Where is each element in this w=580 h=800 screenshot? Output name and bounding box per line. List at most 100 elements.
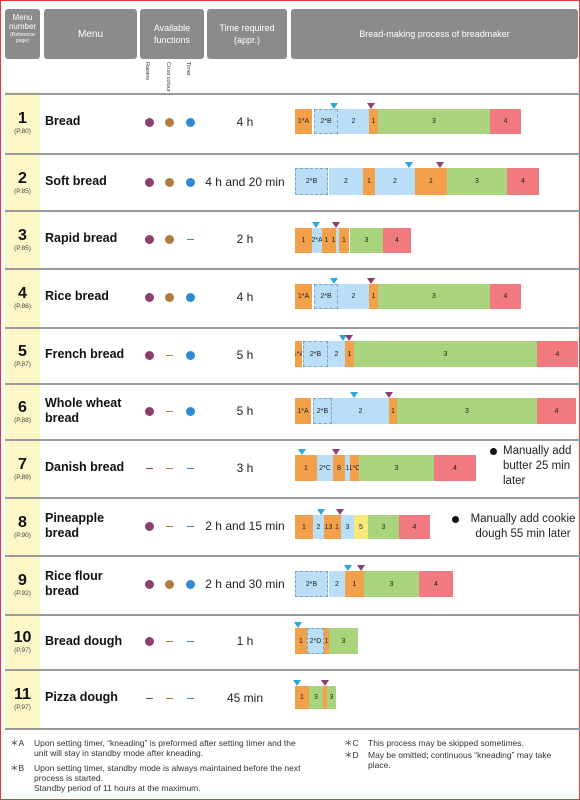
process-segment: 3 <box>327 686 336 709</box>
process-segment: 4 <box>383 228 411 253</box>
process-segment: 2 <box>338 109 369 134</box>
function-timer-dot <box>186 350 195 360</box>
footnote-d: ＊D May be omitted; continuous “kneading”… <box>344 750 569 770</box>
process-segment: 1*A <box>295 109 312 134</box>
process-segment <box>323 686 327 709</box>
time-required: 1 h <box>236 634 254 648</box>
function-raisins-dot <box>145 350 154 360</box>
reference-page: (P.87) <box>14 360 31 368</box>
process-segment: 1 <box>322 228 331 253</box>
process-segment: 1*A <box>295 341 302 367</box>
bullet-icon <box>452 516 459 523</box>
add-ingredient-marker-icon <box>345 335 353 341</box>
footnote-c: ＊C This process may be skipped sometimes… <box>344 738 569 748</box>
function-timer-dot <box>186 292 195 302</box>
function-raisins-dot <box>145 234 154 244</box>
menu-number-column <box>5 92 40 728</box>
row-divider <box>5 93 580 95</box>
function-unavailable <box>166 354 173 356</box>
start-marker-icon <box>405 162 413 168</box>
menu-row: 2 (P.85) Soft bread 4 h and 20 min 2 *B 2 1 2 1 3 4 <box>0 153 580 212</box>
reference-page: (P.89) <box>14 473 31 481</box>
function-unavailable <box>187 467 194 469</box>
process-segment: 3 <box>378 284 490 309</box>
menu-row: 3 (P.85) Rapid bread 2 h 1 2 *A 1 1 1 3 4 <box>0 210 580 269</box>
add-ingredient-marker-icon <box>357 565 365 571</box>
manual-note-text: Manually add cookie dough 55 min later <box>470 513 576 540</box>
process-segment: 4 <box>537 341 578 367</box>
process-segment: 1 <box>331 228 336 253</box>
footnote-a-key: ＊A <box>10 738 25 748</box>
menu-number: 9 <box>18 571 27 589</box>
process-segment: 3 <box>359 455 434 481</box>
process-segment: 3 <box>329 628 358 654</box>
footnote-a-text: Upon setting timer, “kneading” is prefor… <box>34 738 296 758</box>
process-segment: 4 <box>419 571 453 597</box>
process-segment: 1 <box>339 228 349 253</box>
func-label-raisins: Raisins <box>144 62 150 81</box>
footnote-b-text: Upon setting timer, standby mode is alwa… <box>34 763 301 783</box>
process-segment: 2 <box>332 398 389 424</box>
header-menu-number: Menu number (Reference page) <box>5 9 40 59</box>
time-required: 2 h and 15 min <box>205 518 285 533</box>
process-segment: 2 *B <box>295 571 328 597</box>
reference-page: (P.80) <box>14 127 31 135</box>
menu-row: 6 (P.88) Whole wheat bread 5 h 1 *A 2 *B 2 1 3 4 <box>0 383 580 440</box>
time-required: 4 h <box>236 114 254 129</box>
process-segment: 1 <box>415 168 447 195</box>
process-segment: 1 <box>324 628 329 654</box>
header-available-functions: Available functions <box>140 9 204 59</box>
menu-row: 1 (P.80) Bread 4 h 1 *A 2 *B 2 1 3 4 <box>0 93 580 152</box>
row-divider <box>5 439 580 441</box>
manual-note: Manually add butter 25 min later <box>490 444 580 489</box>
menu-number: 6 <box>18 398 27 416</box>
function-timer-dot <box>186 406 195 416</box>
footnote-b-text2: Standby period of 11 hours at the maximu… <box>34 783 201 793</box>
menu-number: 4 <box>18 284 27 302</box>
footnote-c-text: This process may be skipped sometimes. <box>368 738 524 748</box>
process-segment: 1 <box>369 109 378 134</box>
menu-row: 4 (P.86) Rice bread 4 h 1 *A 2 *B 2 1 3 4 <box>0 268 580 327</box>
header-process: Bread-making process of breadmaker <box>291 9 578 59</box>
reference-page: (P.85) <box>14 244 31 252</box>
function-unavailable <box>146 697 153 699</box>
header-time-required: Time required (appr.) <box>207 9 287 59</box>
process-segment: 1 <box>363 168 375 195</box>
menu-number: 2 <box>18 169 27 187</box>
reference-page: (P.97) <box>14 647 31 654</box>
start-marker-icon <box>330 278 338 284</box>
row-divider <box>5 383 580 385</box>
process-segment: 1 <box>295 515 313 539</box>
process-segment: 1 <box>369 284 378 309</box>
menu-number: 3 <box>18 226 27 244</box>
process-segment: 4 <box>537 398 576 424</box>
function-timer-dot <box>186 579 195 589</box>
footnote-b-key: ＊B <box>10 763 25 773</box>
function-raisins-dot <box>145 579 154 589</box>
process-segment: 2 *A <box>312 228 322 253</box>
row-divider <box>5 210 580 212</box>
process-segment: 3 <box>354 341 537 367</box>
process-segment: 3 <box>447 168 507 195</box>
start-marker-icon <box>298 449 306 455</box>
function-raisins-dot <box>145 177 154 187</box>
menu-name: Rice flour bread <box>45 568 103 598</box>
start-marker-icon <box>350 392 358 398</box>
process-segment: 3 <box>350 228 383 253</box>
function-raisins-dot <box>145 292 154 302</box>
process-segment: 2 *B <box>314 109 338 134</box>
process-segment: 1 *C <box>350 455 359 481</box>
process-segment: 3 <box>368 515 399 539</box>
function-unavailable <box>187 238 194 240</box>
reference-page: (P.92) <box>14 589 31 597</box>
menu-row: 8 (P.90) Pineapple bread 2 h and 15 min 1 2 1 3… <box>0 497 580 556</box>
process-segment: 1*A <box>295 284 312 309</box>
menu-name: Danish bread <box>45 460 125 474</box>
process-segment: 8 <box>333 455 345 481</box>
process-segment: 4 <box>434 455 476 481</box>
process-segment: 1 <box>389 398 397 424</box>
header-menu-number-sub: (Reference page) <box>10 32 35 44</box>
start-marker-icon <box>294 622 302 628</box>
function-crust-dot <box>165 234 174 244</box>
